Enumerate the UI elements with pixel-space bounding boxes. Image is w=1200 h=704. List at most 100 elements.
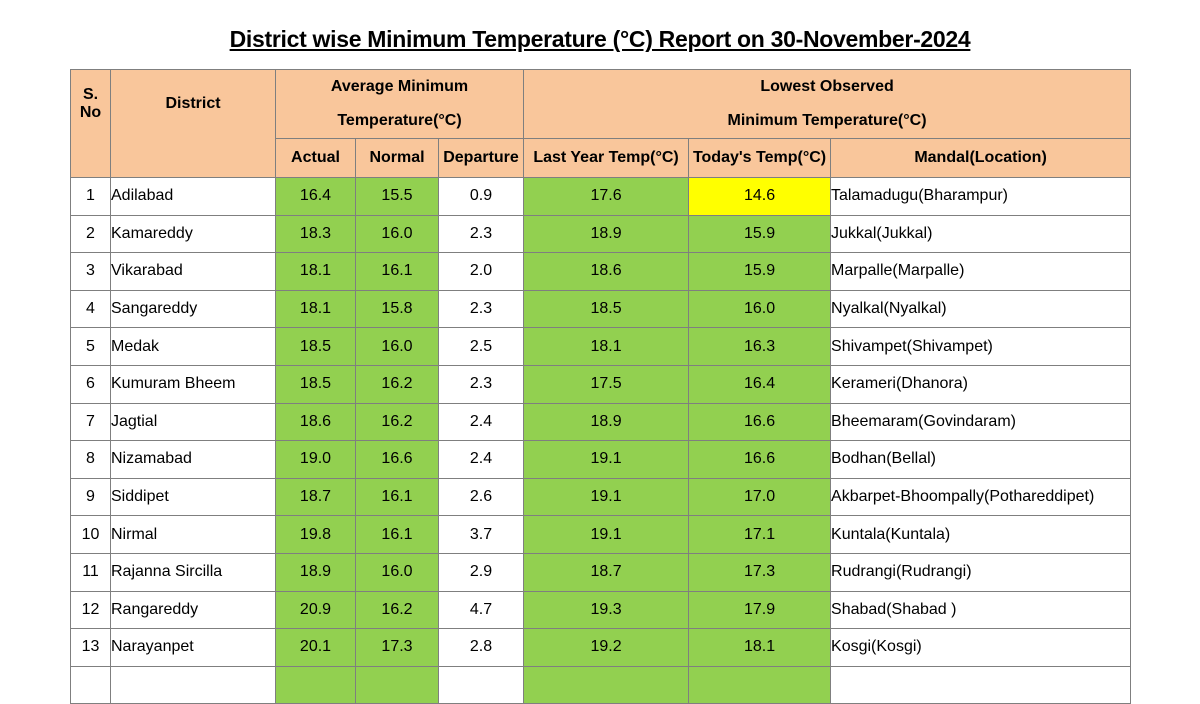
lowest-observed-header-line1: Lowest Observed xyxy=(523,69,1132,104)
today-cell: 17.0 xyxy=(688,477,832,517)
mandal-cell: Talamadugu(Bharampur) xyxy=(830,177,1132,216)
sno-header-line1: S. xyxy=(82,86,99,104)
normal-cell: 16.2 xyxy=(355,402,439,442)
departure-cell: 2.0 xyxy=(437,252,525,291)
last-year-header: Last Year Temp(°C) xyxy=(523,138,690,178)
today-cell: 17.9 xyxy=(688,590,832,630)
last-year-cell: 19.2 xyxy=(523,628,690,667)
actual-cell: 18.1 xyxy=(275,252,356,291)
normal-header: Normal xyxy=(355,138,439,178)
mandal-cell: Kosgi(Kosgi) xyxy=(830,628,1132,667)
table-row: 8 Nizamabad 19.0 16.6 2.4 19.1 16.6 Bodh… xyxy=(70,440,1132,479)
today-cell: 16.3 xyxy=(688,327,832,366)
departure-cell: 2.5 xyxy=(437,327,525,366)
mandal-cell: Akbarpet-Bhoompally(Pothareddipet) xyxy=(830,477,1132,517)
table-row: 7 Jagtial 18.6 16.2 2.4 18.9 16.6 Bheema… xyxy=(70,402,1132,442)
table-row: 6 Kumuram Bheem 18.5 16.2 2.3 17.5 16.4 … xyxy=(70,364,1132,404)
actual-cell: 18.1 xyxy=(275,289,356,329)
district-cell: Narayanpet xyxy=(110,628,276,667)
district-cell: Nizamabad xyxy=(110,440,276,479)
mandal-cell: Nyalkal(Nyalkal) xyxy=(830,289,1132,329)
sno-cell: 5 xyxy=(70,327,111,366)
sno-cell: 9 xyxy=(70,477,111,517)
today-cell-lowest: 14.6 xyxy=(688,177,832,216)
sno-cell xyxy=(70,665,111,704)
mandal-cell: Kuntala(Kuntala) xyxy=(830,515,1132,554)
actual-header: Actual xyxy=(275,138,356,178)
district-cell: Rangareddy xyxy=(110,590,276,630)
district-header-spacer xyxy=(110,138,276,178)
actual-cell: 18.6 xyxy=(275,402,356,442)
departure-cell xyxy=(437,665,525,704)
normal-cell: 16.0 xyxy=(355,552,439,592)
table-row: 11 Rajanna Sircilla 18.9 16.0 2.9 18.7 1… xyxy=(70,552,1132,592)
actual-cell: 19.0 xyxy=(275,440,356,479)
today-header: Today's Temp(°C) xyxy=(688,138,832,178)
table-row: 5 Medak 18.5 16.0 2.5 18.1 16.3 Shivampe… xyxy=(70,327,1132,366)
last-year-cell: 18.9 xyxy=(523,214,690,254)
temperature-table: S. No District Average Minimum Lowest Ob… xyxy=(70,69,1132,704)
district-cell: Medak xyxy=(110,327,276,366)
today-cell: 16.0 xyxy=(688,289,832,329)
mandal-cell: Marpalle(Marpalle) xyxy=(830,252,1132,291)
sno-cell: 2 xyxy=(70,214,111,254)
today-cell: 17.3 xyxy=(688,552,832,592)
normal-cell: 15.8 xyxy=(355,289,439,329)
table-row-partial xyxy=(70,665,1132,704)
last-year-cell: 18.6 xyxy=(523,252,690,291)
departure-cell: 2.3 xyxy=(437,289,525,329)
departure-cell: 2.9 xyxy=(437,552,525,592)
district-cell: Sangareddy xyxy=(110,289,276,329)
district-cell: Adilabad xyxy=(110,177,276,216)
last-year-cell: 19.1 xyxy=(523,440,690,479)
normal-cell: 16.1 xyxy=(355,515,439,554)
normal-cell: 16.0 xyxy=(355,327,439,366)
avg-min-header-line2: Temperature(°C) xyxy=(274,104,525,139)
normal-cell: 17.3 xyxy=(355,628,439,667)
sno-cell: 8 xyxy=(70,440,111,479)
today-cell: 16.6 xyxy=(688,440,832,479)
actual-cell: 18.5 xyxy=(275,327,356,366)
sno-header-line2: No xyxy=(79,104,102,122)
actual-cell: 16.4 xyxy=(275,177,356,216)
sno-cell: 10 xyxy=(70,515,111,554)
normal-cell: 16.2 xyxy=(355,364,439,404)
mandal-cell xyxy=(830,665,1132,704)
district-cell: Siddipet xyxy=(110,477,276,517)
last-year-cell: 18.1 xyxy=(523,327,690,366)
mandal-cell: Shabad(Shabad ) xyxy=(830,590,1132,630)
today-cell: 15.9 xyxy=(688,252,832,291)
last-year-cell: 19.1 xyxy=(523,477,690,517)
last-year-cell: 18.9 xyxy=(523,402,690,442)
actual-cell: 18.5 xyxy=(275,364,356,404)
avg-min-header-line1: Average Minimum xyxy=(274,69,525,104)
sno-cell: 7 xyxy=(70,402,111,442)
normal-cell: 16.6 xyxy=(355,440,439,479)
last-year-cell: 19.3 xyxy=(523,590,690,630)
normal-cell: 16.1 xyxy=(355,477,439,517)
sno-cell: 6 xyxy=(70,364,111,404)
last-year-cell: 17.6 xyxy=(523,177,690,216)
district-cell: Kumuram Bheem xyxy=(110,364,276,404)
today-cell: 16.4 xyxy=(688,364,832,404)
sno-cell: 1 xyxy=(70,177,111,216)
departure-cell: 2.4 xyxy=(437,440,525,479)
actual-cell: 18.3 xyxy=(275,214,356,254)
district-cell: Vikarabad xyxy=(110,252,276,291)
today-cell: 18.1 xyxy=(688,628,832,667)
mandal-cell: Shivampet(Shivampet) xyxy=(830,327,1132,366)
departure-cell: 3.7 xyxy=(437,515,525,554)
table-row: 9 Siddipet 18.7 16.1 2.6 19.1 17.0 Akbar… xyxy=(70,477,1132,517)
table-row: 12 Rangareddy 20.9 16.2 4.7 19.3 17.9 Sh… xyxy=(70,590,1132,630)
normal-cell: 16.2 xyxy=(355,590,439,630)
today-cell xyxy=(688,665,832,704)
mandal-cell: Jukkal(Jukkal) xyxy=(830,214,1132,254)
last-year-cell: 19.1 xyxy=(523,515,690,554)
last-year-cell: 18.7 xyxy=(523,552,690,592)
district-cell: Nirmal xyxy=(110,515,276,554)
district-header: District xyxy=(110,69,276,139)
actual-cell: 20.9 xyxy=(275,590,356,630)
table-row: 3 Vikarabad 18.1 16.1 2.0 18.6 15.9 Marp… xyxy=(70,252,1132,291)
departure-cell: 2.3 xyxy=(437,364,525,404)
mandal-cell: Kerameri(Dhanora) xyxy=(830,364,1132,404)
